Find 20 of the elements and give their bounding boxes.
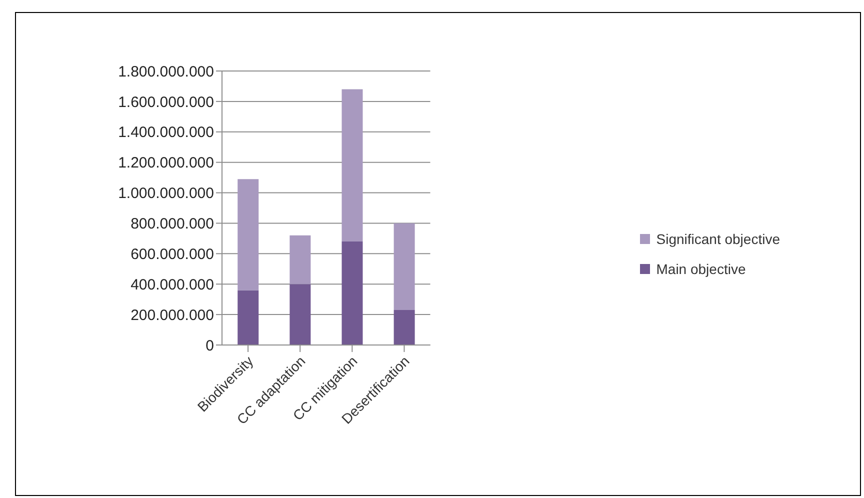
y-tick-label: 400.000.000 (130, 276, 214, 294)
y-tick-label: 600.000.000 (130, 246, 214, 263)
legend-label: Significant objective (655, 231, 780, 247)
bar (238, 179, 259, 290)
legend-label: Main objective (655, 261, 747, 277)
bar (290, 284, 311, 345)
bar (342, 89, 363, 242)
bar (238, 290, 259, 345)
bar (394, 223, 415, 310)
y-tick-label: 1.000.000.000 (118, 185, 214, 202)
y-tick-label: 1.600.000.000 (118, 94, 214, 111)
y-tick-label: 200.000.000 (130, 306, 214, 324)
bar (394, 310, 415, 345)
bar (290, 235, 311, 284)
bar (342, 241, 363, 345)
y-tick-label: 1.400.000.000 (118, 124, 214, 142)
y-tick-label: 800.000.000 (130, 216, 214, 233)
y-tick-label: 1.800.000.000 (118, 63, 214, 80)
y-tick-label: 1.200.000.000 (118, 154, 214, 172)
y-tick-label: 0 (206, 337, 214, 354)
